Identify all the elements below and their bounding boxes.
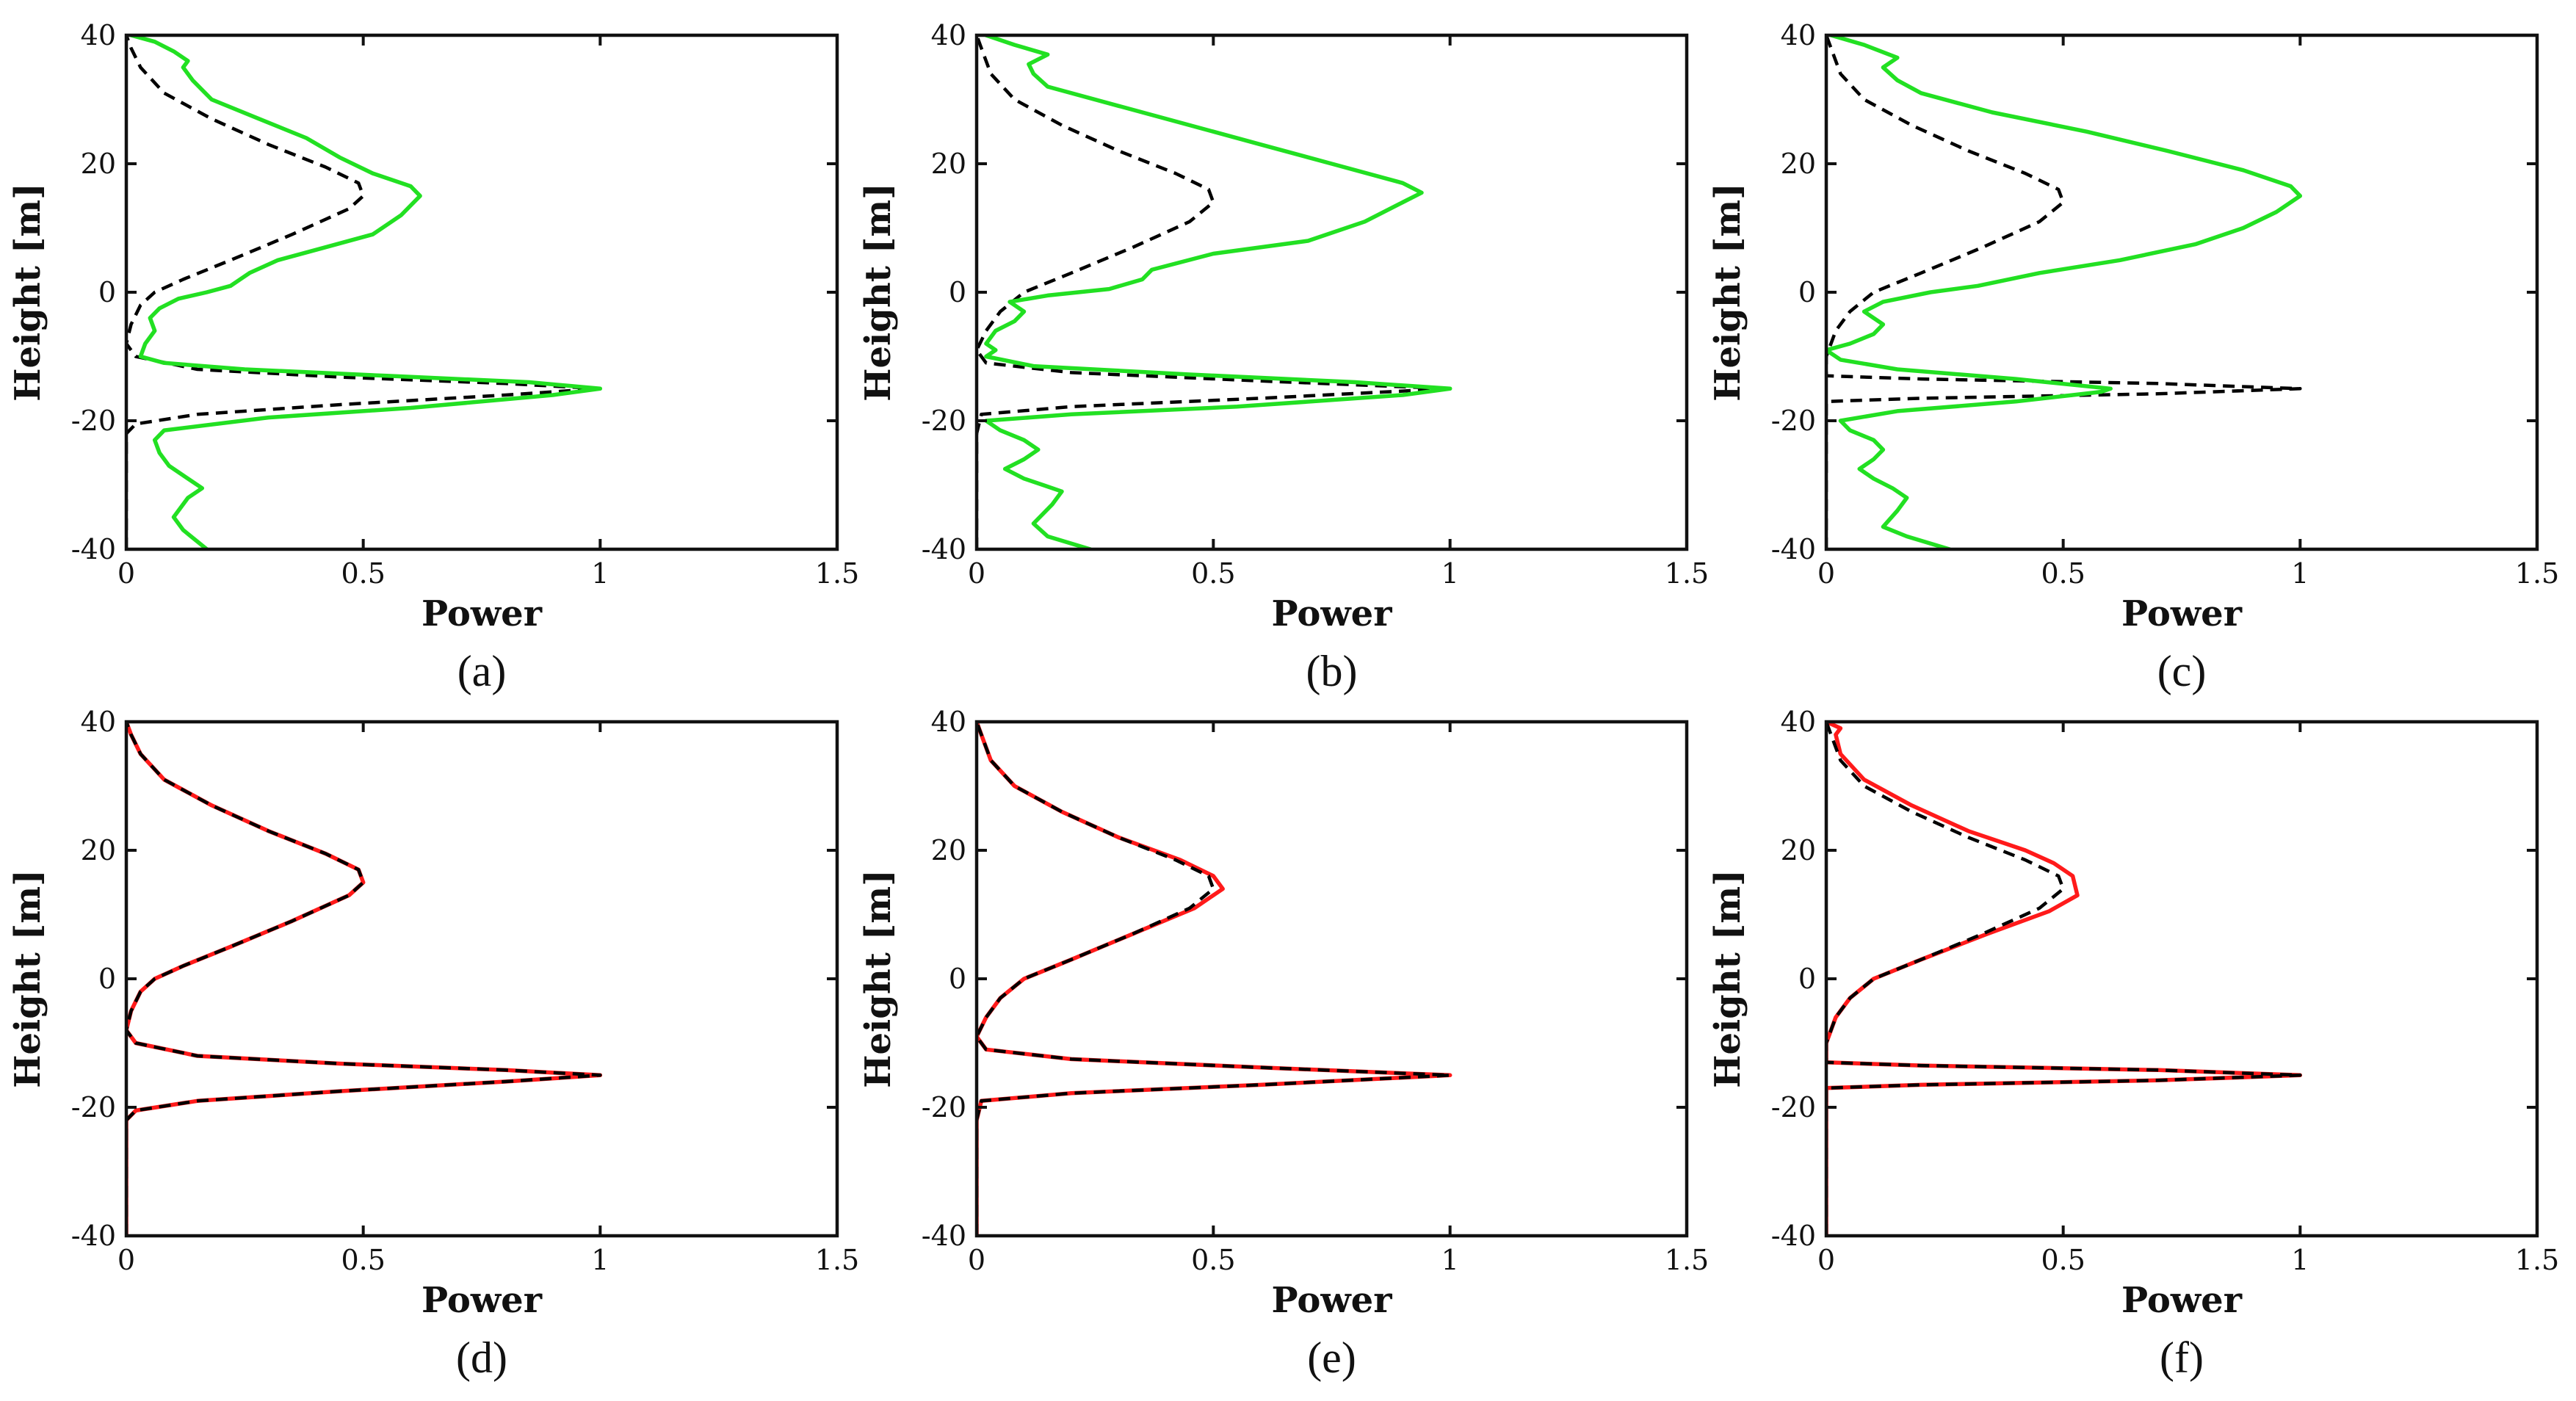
y-tick-label: -40 xyxy=(71,533,116,565)
axes-frame-e xyxy=(974,720,1689,1238)
x-tick-label: 1.5 xyxy=(815,557,859,590)
y-tick-label: 0 xyxy=(98,276,116,308)
x-tick-label: 0 xyxy=(1817,1244,1835,1276)
x-axis-label-f: Power xyxy=(2121,1280,2243,1321)
x-tick-label: 0 xyxy=(117,557,135,590)
series-estimate-line-a xyxy=(129,35,603,549)
y-tick-label: -40 xyxy=(1771,533,1816,565)
panel-caption-d: (d) xyxy=(456,1333,507,1382)
x-tick-label: 0.5 xyxy=(2041,557,2085,590)
x-tick-label: 0 xyxy=(1817,557,1835,590)
x-tick-label: 0.5 xyxy=(1191,557,1235,590)
series-estimate-line-e xyxy=(977,722,1452,1236)
y-tick-label: 40 xyxy=(81,706,116,738)
panel-caption-a: (a) xyxy=(457,647,507,695)
x-axis-label-d: Power xyxy=(422,1280,543,1321)
x-tick-label: 0.5 xyxy=(341,1244,385,1276)
y-axis-label-c: Height [m] xyxy=(1707,183,1748,402)
x-tick-label: 0 xyxy=(117,1244,135,1276)
x-tick-label: 1 xyxy=(2291,557,2309,590)
x-tick-label: 1 xyxy=(591,557,609,590)
series-reference-line-a xyxy=(126,35,602,549)
y-tick-label: -20 xyxy=(71,1091,116,1123)
x-tick-label: 1.5 xyxy=(815,1244,859,1276)
y-tick-label: -40 xyxy=(922,533,966,565)
y-tick-label: 20 xyxy=(1781,148,1816,180)
y-tick-label: 20 xyxy=(931,148,966,180)
series-reference-line-e xyxy=(977,722,1452,1236)
axes-frame-a xyxy=(124,33,839,551)
y-tick-label: 0 xyxy=(1798,276,1816,308)
panel-a: 0 0.5 1 1.5 -40 -20 0 20 40 Power Height [m] (a) xyxy=(7,19,859,695)
x-tick-label: 0.5 xyxy=(2041,1244,2085,1276)
series-reference-line-d xyxy=(126,722,602,1236)
y-axis-label-a: Height [m] xyxy=(7,183,48,402)
panel-f: 0 0.5 1 1.5 -40 -20 0 20 40 Power Height [m] (f) xyxy=(1707,706,2559,1382)
y-tick-label: 40 xyxy=(1781,706,1816,738)
x-axis-label-b: Power xyxy=(1272,593,1393,634)
y-tick-label: 20 xyxy=(81,148,116,180)
panel-caption-f: (f) xyxy=(2160,1333,2204,1382)
series-reference-line-b xyxy=(977,35,1452,549)
y-tick-label: 0 xyxy=(949,963,966,995)
x-tick-label: 1.5 xyxy=(1665,1244,1709,1276)
y-tick-label: -40 xyxy=(922,1220,966,1252)
y-tick-label: -20 xyxy=(1771,405,1816,437)
x-axis-label-e: Power xyxy=(1272,1280,1393,1321)
panel-caption-e: (e) xyxy=(1307,1333,1356,1382)
panel-caption-b: (b) xyxy=(1306,647,1358,695)
y-tick-label: 0 xyxy=(1798,963,1816,995)
x-tick-label: 1.5 xyxy=(2515,557,2559,590)
x-tick-label: 0 xyxy=(968,557,985,590)
x-axis-label-c: Power xyxy=(2121,593,2243,634)
y-tick-label: 20 xyxy=(81,834,116,866)
y-axis-label-b: Height [m] xyxy=(858,183,899,402)
panel-c: 0 0.5 1 1.5 -40 -20 0 20 40 Power Height [m] (c) xyxy=(1707,19,2559,695)
x-tick-label: 1 xyxy=(2291,1244,2309,1276)
x-tick-label: 1 xyxy=(591,1244,609,1276)
panel-b: 0 0.5 1 1.5 -40 -20 0 20 40 Power Height [m] (b) xyxy=(858,19,1709,695)
x-axis-label-a: Power xyxy=(422,593,543,634)
x-tick-label: 1.5 xyxy=(1665,557,1709,590)
y-tick-label: 40 xyxy=(81,19,116,51)
series-estimate-line-f xyxy=(1826,722,2303,1236)
y-tick-label: 0 xyxy=(98,963,116,995)
x-tick-label: 0 xyxy=(968,1244,985,1276)
x-tick-label: 0.5 xyxy=(341,557,385,590)
axes-frame-f xyxy=(1824,720,2539,1238)
y-tick-label: -20 xyxy=(1771,1091,1816,1123)
axes-frame-d xyxy=(124,720,839,1238)
y-axis-label-e: Height [m] xyxy=(858,869,899,1088)
y-tick-label: 40 xyxy=(1781,19,1816,51)
panel-d: 0 0.5 1 1.5 -40 -20 0 20 40 Power Height [m] (d) xyxy=(7,706,859,1382)
x-tick-label: 1 xyxy=(1441,557,1459,590)
x-tick-label: 1.5 xyxy=(2515,1244,2559,1276)
series-reference-line-c xyxy=(1826,35,2302,549)
y-tick-label: 0 xyxy=(949,276,966,308)
y-tick-label: 20 xyxy=(931,834,966,866)
panel-caption-c: (c) xyxy=(2157,647,2207,695)
x-tick-label: 0.5 xyxy=(1191,1244,1235,1276)
y-tick-label: -20 xyxy=(922,1091,966,1123)
y-tick-label: -40 xyxy=(71,1220,116,1252)
y-tick-label: 40 xyxy=(931,19,966,51)
y-tick-label: 40 xyxy=(931,706,966,738)
y-tick-label: -40 xyxy=(1771,1220,1816,1252)
series-reference-line-f xyxy=(1826,722,2302,1236)
y-tick-label: 20 xyxy=(1781,834,1816,866)
y-axis-label-f: Height [m] xyxy=(1707,869,1748,1088)
y-axis-label-d: Height [m] xyxy=(7,869,48,1088)
panel-e: 0 0.5 1 1.5 -40 -20 0 20 40 Power Height [m] (e) xyxy=(858,706,1709,1382)
y-tick-label: -20 xyxy=(922,405,966,437)
x-tick-label: 1 xyxy=(1441,1244,1459,1276)
series-estimate-line-b xyxy=(984,35,1452,549)
y-tick-label: -20 xyxy=(71,405,116,437)
series-estimate-line-c xyxy=(1826,35,2303,549)
